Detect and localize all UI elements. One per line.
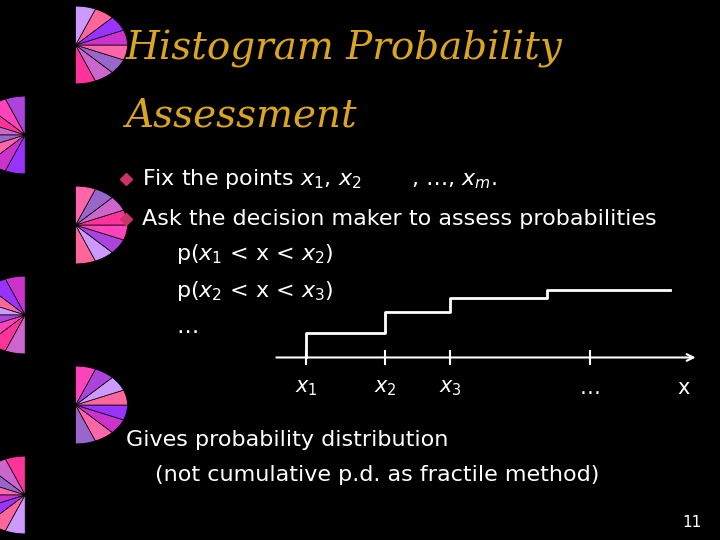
Wedge shape	[5, 135, 25, 174]
Wedge shape	[76, 198, 124, 225]
Wedge shape	[76, 17, 124, 45]
Wedge shape	[0, 107, 25, 135]
Wedge shape	[76, 366, 96, 405]
Wedge shape	[76, 189, 112, 225]
Wedge shape	[76, 210, 127, 225]
Text: 11: 11	[683, 515, 702, 530]
Text: $x_3$: $x_3$	[438, 378, 462, 398]
Wedge shape	[76, 9, 112, 45]
Wedge shape	[76, 405, 127, 420]
Wedge shape	[0, 135, 25, 150]
Text: Gives probability distribution: Gives probability distribution	[126, 430, 449, 450]
Wedge shape	[0, 315, 25, 351]
Wedge shape	[0, 120, 25, 135]
Text: Histogram Probability: Histogram Probability	[126, 30, 563, 68]
Text: $x_2$: $x_2$	[374, 378, 397, 398]
Wedge shape	[0, 300, 25, 315]
Wedge shape	[5, 96, 25, 135]
Wedge shape	[5, 315, 25, 354]
Wedge shape	[76, 369, 112, 405]
Text: …: …	[176, 316, 199, 337]
Wedge shape	[0, 468, 25, 495]
Wedge shape	[0, 315, 25, 330]
Text: $x_1$: $x_1$	[294, 378, 318, 398]
Text: Ask the decision maker to assess probabilities: Ask the decision maker to assess probabi…	[142, 208, 657, 229]
Wedge shape	[5, 456, 25, 495]
Text: Fix the points $x_1$, $x_2$       , …, $x_m$.: Fix the points $x_1$, $x_2$ , …, $x_m$.	[142, 167, 498, 191]
Wedge shape	[0, 495, 25, 510]
Wedge shape	[76, 405, 112, 441]
Text: x: x	[678, 378, 690, 398]
Wedge shape	[0, 315, 25, 342]
Wedge shape	[0, 279, 25, 315]
Wedge shape	[76, 30, 127, 45]
Text: Assessment: Assessment	[126, 97, 358, 134]
Wedge shape	[0, 495, 25, 523]
Text: p($x_2$ < x < $x_3$): p($x_2$ < x < $x_3$)	[176, 279, 334, 302]
Wedge shape	[76, 186, 96, 225]
Wedge shape	[0, 135, 25, 163]
Wedge shape	[0, 495, 25, 531]
Wedge shape	[0, 459, 25, 495]
Wedge shape	[0, 480, 25, 495]
Wedge shape	[76, 405, 124, 433]
Wedge shape	[76, 225, 96, 264]
Wedge shape	[76, 377, 124, 405]
Wedge shape	[76, 225, 124, 253]
Wedge shape	[0, 135, 25, 171]
Text: p($x_1$ < x < $x_2$): p($x_1$ < x < $x_2$)	[176, 242, 334, 266]
Wedge shape	[76, 45, 96, 84]
Wedge shape	[76, 225, 112, 261]
Text: …: …	[580, 378, 600, 398]
Wedge shape	[76, 45, 127, 60]
Wedge shape	[5, 276, 25, 315]
Wedge shape	[76, 45, 112, 81]
Wedge shape	[76, 45, 124, 72]
Wedge shape	[76, 225, 127, 240]
Wedge shape	[76, 6, 96, 45]
Wedge shape	[0, 287, 25, 315]
Wedge shape	[76, 390, 127, 405]
Text: (not cumulative p.d. as fractile method): (not cumulative p.d. as fractile method)	[155, 465, 599, 485]
Wedge shape	[0, 99, 25, 135]
Wedge shape	[5, 495, 25, 534]
Wedge shape	[76, 405, 96, 444]
